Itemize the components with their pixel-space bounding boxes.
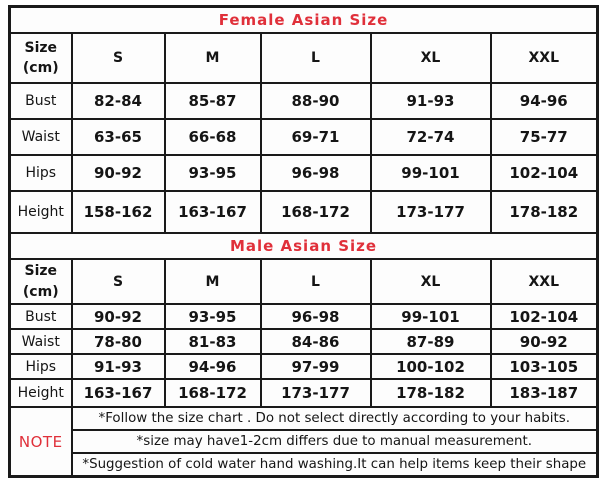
note-line-1: *Follow the size chart . Do not select d…	[70, 406, 599, 431]
female-bust-l: 88-90	[259, 82, 372, 120]
size-label: Size	[24, 39, 58, 56]
female-bust-xxl: 94-96	[489, 82, 599, 120]
male-height-row: Height 163-167 168-172 173-177 178-182 1…	[8, 378, 599, 408]
male-header-xl: XL	[369, 258, 492, 305]
male-bust-xxl: 102-104	[489, 303, 599, 330]
female-hips-s: 90-92	[70, 154, 166, 192]
female-waist-xl: 72-74	[369, 118, 492, 156]
female-hips-l: 96-98	[259, 154, 372, 192]
male-height-xl: 178-182	[369, 378, 492, 408]
male-header-s: S	[70, 258, 166, 305]
male-height-s: 163-167	[70, 378, 166, 408]
female-height-xxl: 178-182	[489, 190, 599, 234]
unit-label: (cm)	[22, 283, 59, 300]
female-height-row: Height 158-162 163-167 168-172 173-177 1…	[8, 190, 599, 234]
row-label-bust: Bust	[8, 82, 73, 120]
note-row-2: *size may have1-2cm differs due to manua…	[10, 429, 599, 454]
male-hips-xxl: 103-105	[489, 353, 599, 380]
female-height-m: 163-167	[163, 190, 262, 234]
male-waist-l: 84-86	[259, 328, 372, 355]
male-waist-row: Waist 78-80 81-83 84-86 87-89 90-92	[8, 328, 599, 355]
female-header-s: S	[70, 32, 166, 84]
male-hips-l: 97-99	[259, 353, 372, 380]
male-title-row: Male Asian Size	[8, 232, 599, 260]
unit-label: (cm)	[22, 60, 59, 76]
female-bust-s: 82-84	[70, 82, 166, 120]
female-header-row: Size (cm) S M L XL XXL	[8, 32, 599, 84]
note-line-2: *size may have1-2cm differs due to manua…	[70, 429, 599, 454]
female-section-title: Female Asian Size	[8, 5, 599, 34]
note-row-1: NOTE *Follow the size chart . Do not sel…	[8, 406, 599, 478]
male-bust-m: 93-95	[163, 303, 262, 330]
female-hips-m: 93-95	[163, 154, 262, 192]
row-label-height: Height	[8, 378, 73, 408]
male-section-title: Male Asian Size	[8, 232, 599, 260]
male-header-m: M	[163, 258, 262, 305]
female-waist-row: Waist 63-65 66-68 69-71 72-74 75-77	[8, 118, 599, 156]
female-header-m: M	[163, 32, 262, 84]
male-waist-xl: 87-89	[369, 328, 492, 355]
note-label: NOTE	[8, 406, 73, 478]
row-label-bust: Bust	[8, 303, 73, 330]
male-bust-s: 90-92	[70, 303, 166, 330]
row-label-waist: Waist	[8, 118, 73, 156]
male-waist-m: 81-83	[163, 328, 262, 355]
female-title-row: Female Asian Size	[8, 5, 599, 34]
note-row-3: *Suggestion of cold water hand washing.I…	[10, 452, 599, 478]
note-line-3: *Suggestion of cold water hand washing.I…	[70, 452, 599, 478]
size-chart-table: Female Asian Size Size (cm) S M L XL XXL…	[8, 5, 600, 478]
male-waist-s: 78-80	[70, 328, 166, 355]
male-bust-xl: 99-101	[369, 303, 492, 330]
female-bust-row: Bust 82-84 85-87 88-90 91-93 94-96	[8, 82, 599, 120]
male-hips-xl: 100-102	[369, 353, 492, 380]
male-waist-xxl: 90-92	[489, 328, 599, 355]
male-hips-m: 94-96	[163, 353, 262, 380]
male-hips-s: 91-93	[70, 353, 166, 380]
male-header-l: L	[259, 258, 372, 305]
male-header-row: Size (cm) S M L XL XXL	[8, 258, 599, 305]
row-label-waist: Waist	[8, 328, 73, 355]
size-label: Size	[24, 263, 58, 280]
male-header-xxl: XXL	[489, 258, 599, 305]
row-label-height: Height	[8, 190, 73, 234]
female-hips-xxl: 102-104	[489, 154, 599, 192]
male-hips-row: Hips 91-93 94-96 97-99 100-102 103-105	[8, 353, 599, 380]
female-hips-xl: 99-101	[369, 154, 492, 192]
male-size-unit-header: Size (cm)	[8, 258, 73, 305]
female-header-xxl: XXL	[489, 32, 599, 84]
female-height-l: 168-172	[259, 190, 372, 234]
male-height-xxl: 183-187	[489, 378, 599, 408]
female-hips-row: Hips 90-92 93-95 96-98 99-101 102-104	[8, 154, 599, 192]
male-height-m: 168-172	[163, 378, 262, 408]
female-waist-xxl: 75-77	[489, 118, 599, 156]
female-waist-l: 69-71	[259, 118, 372, 156]
female-waist-s: 63-65	[70, 118, 166, 156]
female-bust-m: 85-87	[163, 82, 262, 120]
row-label-hips: Hips	[8, 154, 73, 192]
male-height-l: 173-177	[259, 378, 372, 408]
female-bust-xl: 91-93	[369, 82, 492, 120]
female-size-unit-header: Size (cm)	[8, 32, 73, 84]
female-header-l: L	[259, 32, 372, 84]
male-bust-l: 96-98	[259, 303, 372, 330]
female-height-s: 158-162	[70, 190, 166, 234]
female-header-xl: XL	[369, 32, 492, 84]
female-waist-m: 66-68	[163, 118, 262, 156]
female-height-xl: 173-177	[369, 190, 492, 234]
row-label-hips: Hips	[8, 353, 73, 380]
male-bust-row: Bust 90-92 93-95 96-98 99-101 102-104	[8, 303, 599, 330]
